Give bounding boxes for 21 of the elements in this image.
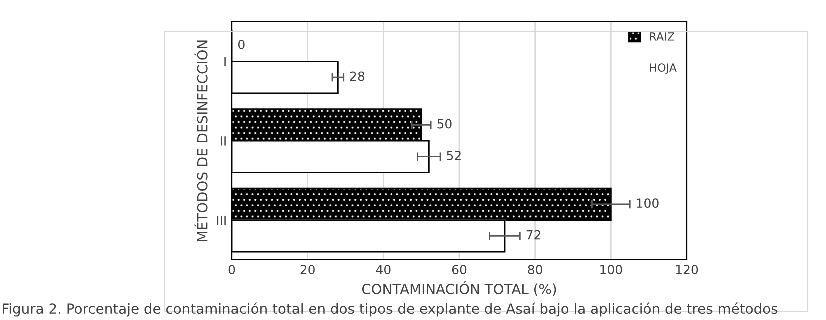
x-tick-label: 40: [376, 265, 391, 275]
y-axis-title: MÉTODOS DE DESINFECCIÓN: [194, 40, 208, 242]
x-tick-label: 0: [228, 265, 236, 275]
data-label: 72: [526, 230, 541, 240]
data-label: 52: [447, 151, 461, 160]
data-label: 50: [438, 119, 452, 129]
data-label: 100: [637, 198, 659, 208]
data-label: 28: [350, 72, 365, 82]
text: HOJA: [650, 64, 677, 74]
x-tick-label: 100: [600, 265, 622, 275]
x-tick-label: 20: [300, 265, 315, 275]
data-label: 0: [238, 40, 245, 50]
text: Figura 2. Porcentaje de contaminación total en dos tipos de explante de Asaí bajo la aplicación de tres métodos: [3, 302, 778, 317]
y-tick-label: I: [224, 57, 226, 66]
y-tick-label: II: [220, 136, 226, 146]
x-tick-label: 60: [452, 265, 467, 275]
y-tick-label: III: [217, 216, 226, 226]
legend-label: RAIZ: [650, 32, 674, 41]
x-tick-label: 120: [676, 265, 698, 275]
x-tick-label: 80: [528, 265, 542, 275]
x-axis-title: CONTAMINACIÓN TOTAL (%): [362, 281, 556, 296]
